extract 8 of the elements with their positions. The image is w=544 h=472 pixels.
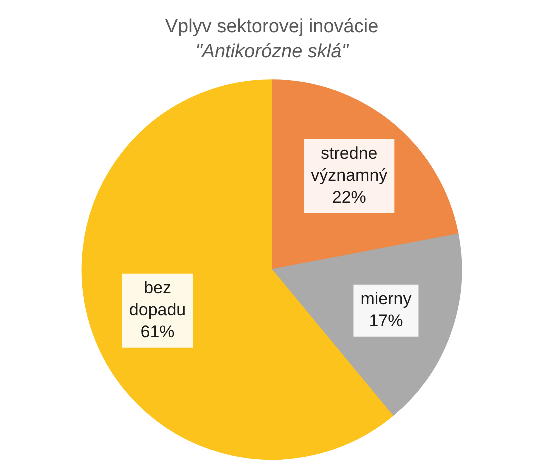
- slice-label: mierny: [360, 290, 412, 309]
- slice-label: stredne významný: [311, 144, 388, 185]
- data-label: 17%: [369, 312, 404, 331]
- slice-label: bez dopadu: [129, 278, 186, 320]
- data-label: 61%: [140, 322, 175, 342]
- data-label: 22%: [332, 188, 366, 207]
- chart-subtitle: "Antikorózne sklá": [196, 41, 350, 62]
- chart-title: Vplyv sektorovej inovácie: [165, 16, 379, 38]
